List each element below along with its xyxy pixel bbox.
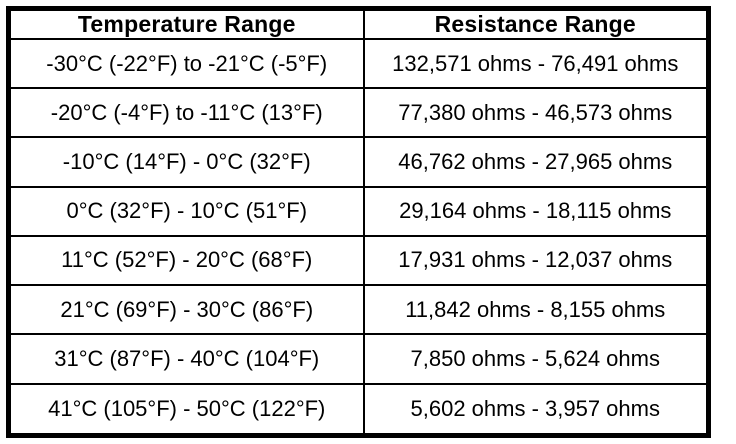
temperature-range-cell: 21°C (69°F) - 30°C (86°F) <box>7 284 365 336</box>
resistance-range-cell: 132,571 ohms - 76,491 ohms <box>362 37 710 90</box>
table-row: -20°C (-4°F) to -11°C (13°F) 77,380 ohms… <box>7 87 710 139</box>
table-row: 31°C (87°F) - 40°C (104°F) 7,850 ohms - … <box>7 333 710 385</box>
temperature-range-cell: 41°C (105°F) - 50°C (122°F) <box>7 382 365 437</box>
table-row: 21°C (69°F) - 30°C (86°F) 11,842 ohms - … <box>7 284 710 336</box>
resistance-range-cell: 11,842 ohms - 8,155 ohms <box>362 284 710 336</box>
header-resistance-range: Resistance Range <box>362 7 710 40</box>
header-temperature-range: Temperature Range <box>7 7 365 40</box>
table-row: -30°C (-22°F) to -21°C (-5°F) 132,571 oh… <box>7 37 710 90</box>
temperature-range-cell: -10°C (14°F) - 0°C (32°F) <box>7 136 365 188</box>
header-row: Temperature Range Resistance Range <box>7 7 710 40</box>
temperature-range-cell: -30°C (-22°F) to -21°C (-5°F) <box>7 37 365 90</box>
table-row: 11°C (52°F) - 20°C (68°F) 17,931 ohms - … <box>7 234 710 287</box>
temperature-resistance-table: Temperature Range Resistance Range -30°C… <box>6 6 711 438</box>
temperature-range-cell: 0°C (32°F) - 10°C (51°F) <box>7 185 365 237</box>
table-row: -10°C (14°F) - 0°C (32°F) 46,762 ohms - … <box>7 136 710 188</box>
table-row: 41°C (105°F) - 50°C (122°F) 5,602 ohms -… <box>7 382 710 437</box>
resistance-range-cell: 5,602 ohms - 3,957 ohms <box>362 382 710 437</box>
temperature-range-cell: 31°C (87°F) - 40°C (104°F) <box>7 333 365 385</box>
resistance-range-cell: 77,380 ohms - 46,573 ohms <box>362 87 710 139</box>
resistance-range-cell: 7,850 ohms - 5,624 ohms <box>362 333 710 385</box>
resistance-range-cell: 29,164 ohms - 18,115 ohms <box>362 185 710 237</box>
temperature-range-cell: -20°C (-4°F) to -11°C (13°F) <box>7 87 365 139</box>
resistance-range-cell: 46,762 ohms - 27,965 ohms <box>362 136 710 188</box>
table-row: 0°C (32°F) - 10°C (51°F) 29,164 ohms - 1… <box>7 185 710 237</box>
resistance-range-cell: 17,931 ohms - 12,037 ohms <box>362 234 710 287</box>
temperature-range-cell: 11°C (52°F) - 20°C (68°F) <box>7 234 365 287</box>
